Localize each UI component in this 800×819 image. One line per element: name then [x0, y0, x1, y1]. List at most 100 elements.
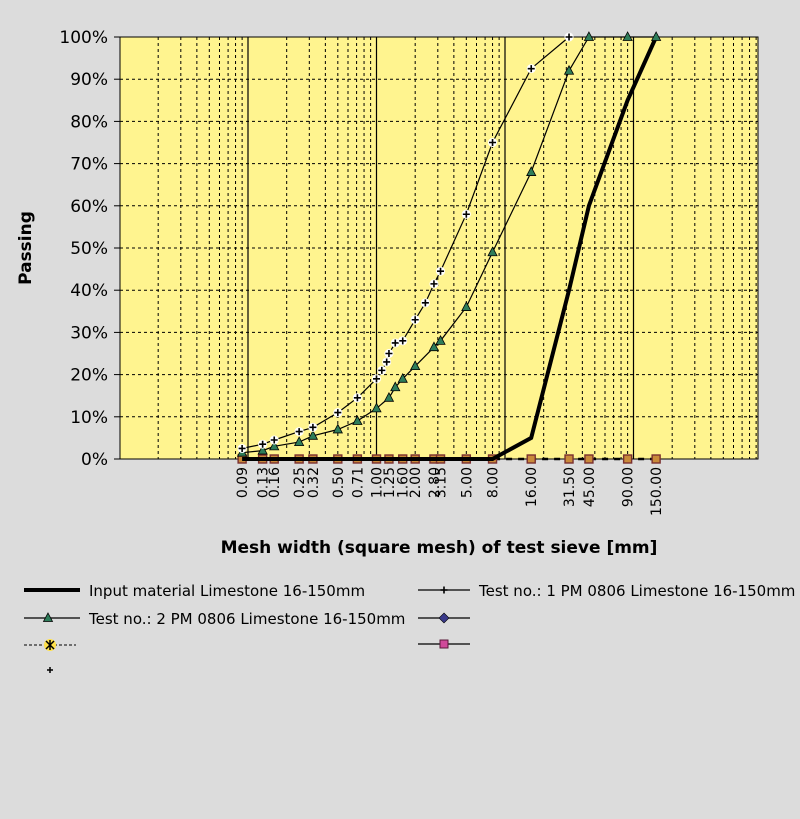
plus-marker: [437, 267, 445, 275]
y-tick-label: 40%: [70, 281, 108, 301]
legend-square-marker: [439, 639, 449, 649]
square-marker: [526, 454, 536, 464]
x-tick-label: 0.16: [267, 467, 283, 498]
plus-marker: [411, 316, 419, 324]
y-tick-label: 10%: [70, 408, 108, 428]
x-tick-label: 16.00: [524, 467, 540, 507]
triangle-marker: [332, 423, 343, 434]
y-tick-label: 90%: [70, 70, 108, 90]
triangle-marker: [352, 415, 363, 425]
legend-item: Test no.: 2 PM 0806 Limestone 16-150mm: [24, 610, 405, 628]
triangle-marker: [622, 31, 633, 41]
x-tick-label: 3.15: [434, 467, 450, 498]
series-line: [242, 36, 658, 461]
triangle-marker: [461, 301, 472, 311]
triangle-marker: [435, 334, 446, 345]
square-marker: [584, 454, 594, 464]
legend-plus-marker: [47, 667, 53, 673]
plus-marker: [309, 423, 317, 431]
x-axis-label: Mesh width (square mesh) of test sieve […: [221, 538, 658, 558]
y-axis-label: Passing: [16, 211, 36, 285]
y-tick-label: 20%: [70, 366, 108, 386]
x-tick-label: 5.00: [459, 467, 475, 498]
legend-label: Input material Limestone 16-150mm: [89, 582, 365, 600]
triangle-marker: [371, 402, 382, 413]
plus-marker: [270, 436, 278, 444]
series-2: [237, 32, 574, 453]
legend-item: [418, 639, 470, 649]
triangle-marker: [526, 166, 537, 176]
legend: Input material Limestone 16-150mm Test no…: [24, 582, 795, 673]
plus-marker: [489, 139, 497, 146]
x-tick-label: 1.25: [382, 467, 398, 498]
y-tick-label: 50%: [70, 239, 108, 259]
triangle-marker: [410, 360, 421, 371]
x-tick-label: 150.00: [649, 467, 665, 516]
asterisk-marker: [45, 640, 55, 650]
y-tick-label: 30%: [70, 323, 108, 343]
triangle-marker: [269, 440, 280, 451]
x-axis-ticks: 0.09 0.130.16 0.250.32 0.50 0.71 1.001.251.60…: [235, 459, 665, 516]
x-tick-label: 31.50: [562, 467, 578, 507]
x-tick-label: 0.13: [256, 467, 272, 498]
triangle-marker: [583, 31, 595, 41]
y-tick-label: 70%: [70, 155, 108, 175]
x-tick-label: 1.00: [370, 467, 386, 498]
plus-marker: [565, 33, 573, 41]
triangle-marker: [397, 372, 408, 383]
diamond-marker: [438, 612, 450, 624]
square-marker: [564, 454, 574, 464]
x-tick-label: 45.00: [582, 467, 598, 507]
plus-marker: [353, 394, 361, 402]
series-1: [242, 36, 658, 461]
plus-marker: [238, 444, 246, 452]
x-tick-label: 0.25: [292, 467, 308, 498]
y-axis-ticks: 0% 10% 20% 30% 40% 50% 60% 70% 80% 90% 100%: [59, 28, 120, 470]
x-tick-label: 90.00: [621, 467, 637, 507]
plus-marker: [527, 65, 535, 73]
plus-marker: [383, 358, 391, 366]
triangle-marker: [293, 436, 305, 447]
triangle-marker: [257, 444, 268, 455]
plus-marker: [259, 440, 267, 448]
triangle-marker: [650, 31, 662, 41]
square-marker: [651, 454, 661, 464]
plus-marker: [295, 428, 303, 436]
plus-marker: [334, 409, 342, 417]
triangle-marker: [383, 391, 395, 402]
x-tick-label: 0.32: [306, 467, 322, 498]
triangle-marker: [307, 429, 319, 440]
legend-item: Input material Limestone 16-150mm: [24, 582, 365, 600]
x-tick-label: 0.71: [350, 467, 366, 498]
plus-marker: [373, 375, 380, 383]
plus-marker: [430, 280, 438, 288]
triangle-marker: [487, 246, 498, 257]
plus-marker: [385, 350, 393, 357]
plus-marker: [378, 366, 386, 374]
square-marker: [622, 454, 633, 464]
series-3: [236, 31, 662, 457]
y-tick-label: 0%: [81, 450, 108, 470]
legend-item: [24, 639, 76, 651]
x-tick-label: 0.50: [331, 467, 347, 498]
triangle-marker: [42, 612, 54, 622]
x-tick-label: 0.09: [235, 467, 251, 498]
x-tick-label: 2.80: [427, 467, 443, 498]
triangle-marker: [428, 341, 440, 352]
plus-marker: [399, 337, 407, 345]
plus-marker: [421, 299, 429, 307]
triangle-marker: [390, 381, 401, 392]
y-tick-label: 100%: [59, 28, 108, 48]
x-tick-label: 1.60: [396, 467, 412, 498]
plus-marker: [391, 339, 399, 347]
legend-label: Test no.: 1 PM 0806 Limestone 16-150mm: [478, 582, 795, 600]
y-tick-label: 60%: [70, 197, 108, 217]
legend-item: [418, 612, 470, 624]
legend-label: Test no.: 2 PM 0806 Limestone 16-150mm: [88, 610, 405, 628]
x-tick-label: 8.00: [486, 467, 502, 498]
series-layer: [236, 31, 662, 464]
y-tick-label: 80%: [70, 112, 108, 132]
legend-plus-marker: [440, 586, 448, 594]
